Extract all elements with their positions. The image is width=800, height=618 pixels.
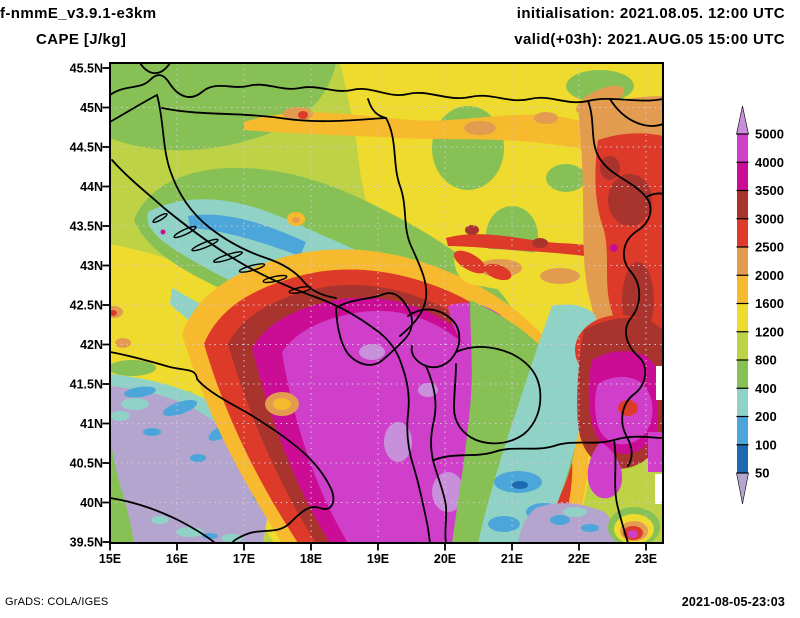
valid-time: valid(+03h): 2021.AUG.05 15:00 UTC bbox=[514, 31, 785, 48]
colorbar-label: 3000 bbox=[755, 211, 784, 226]
colorbar-label: 800 bbox=[755, 353, 777, 368]
lon-tick-label: 22E bbox=[568, 552, 590, 566]
colorbar-label: 1600 bbox=[755, 296, 784, 311]
lat-tick-label: 43.5N bbox=[70, 220, 103, 234]
lat-tick-label: 44N bbox=[80, 180, 103, 194]
colorbar-label: 1200 bbox=[755, 324, 784, 339]
colorbar-segment bbox=[737, 190, 748, 219]
lat-tick-label: 45.5N bbox=[70, 62, 103, 76]
lon-tick-label: 20E bbox=[434, 552, 456, 566]
colorbar-segment bbox=[737, 162, 748, 191]
initialisation-time: initialisation: 2021.08.05. 12:00 UTC bbox=[516, 5, 785, 22]
cape-field bbox=[110, 63, 663, 543]
creation-timestamp: 2021-08-05-23:03 bbox=[681, 595, 785, 609]
lat-tick-label: 45N bbox=[80, 101, 103, 115]
lon-tick-label: 19E bbox=[367, 552, 389, 566]
colorbar-segment bbox=[737, 275, 748, 304]
grads-credit: GrADS: COLA/IGES bbox=[5, 596, 109, 608]
colorbar-label: 3500 bbox=[755, 183, 784, 198]
lat-tick-label: 42N bbox=[80, 338, 103, 352]
lon-tick-label: 21E bbox=[501, 552, 523, 566]
colorbar-label: 200 bbox=[755, 409, 777, 424]
colorbar: 50 100 200 400 800 1200 1600 2000 2500 3000 3500 40… bbox=[736, 105, 784, 505]
colorbar-label: 2500 bbox=[755, 240, 784, 255]
lon-tick-label: 23E bbox=[635, 552, 657, 566]
colorbar-segment bbox=[737, 247, 748, 276]
colorbar-segment bbox=[737, 388, 748, 417]
variable-title: CAPE [J/kg] bbox=[36, 31, 127, 48]
lat-tick-label: 39.5N bbox=[70, 536, 103, 550]
lat-tick-label: 40N bbox=[80, 496, 103, 510]
colorbar-segment bbox=[737, 218, 748, 247]
lon-tick-label: 17E bbox=[233, 552, 255, 566]
map-frame bbox=[109, 62, 664, 544]
colorbar-label: 5000 bbox=[755, 127, 784, 142]
colorbar-segment bbox=[737, 444, 748, 473]
lat-lon-gridlines bbox=[110, 63, 663, 543]
colorbar-segment bbox=[737, 360, 748, 389]
lat-tick-label: 41.5N bbox=[70, 378, 103, 392]
coastline-borders bbox=[110, 63, 663, 543]
colorbar-segment bbox=[737, 303, 748, 332]
lat-tick-label: 44.5N bbox=[70, 141, 103, 155]
lat-tick-label: 40.5N bbox=[70, 457, 103, 471]
colorbar-label: 100 bbox=[755, 437, 777, 452]
colorbar-segment bbox=[737, 331, 748, 360]
lon-tick-label: 18E bbox=[300, 552, 322, 566]
colorbar-segment bbox=[737, 416, 748, 445]
lat-tick-label: 42.5N bbox=[70, 299, 103, 313]
lon-tick-label: 15E bbox=[99, 552, 121, 566]
lon-tick-label: 16E bbox=[166, 552, 188, 566]
colorbar-under-arrow bbox=[736, 472, 749, 505]
colorbar-label: 50 bbox=[755, 466, 769, 481]
colorbar-label: 400 bbox=[755, 381, 777, 396]
axes: 45.5N 45N 44.5N 44N 43.5N 43N 42.5N 42N 41.5N 41N… bbox=[70, 62, 657, 567]
colorbar-label: 4000 bbox=[755, 155, 784, 170]
lat-tick-label: 41N bbox=[80, 417, 103, 431]
colorbar-over-arrow bbox=[736, 105, 749, 135]
model-title: f-nmmE_v3.9.1-e3km bbox=[0, 5, 157, 22]
colorbar-label: 2000 bbox=[755, 268, 784, 283]
colorbar-segment bbox=[737, 134, 748, 163]
lat-tick-label: 43N bbox=[80, 259, 103, 273]
